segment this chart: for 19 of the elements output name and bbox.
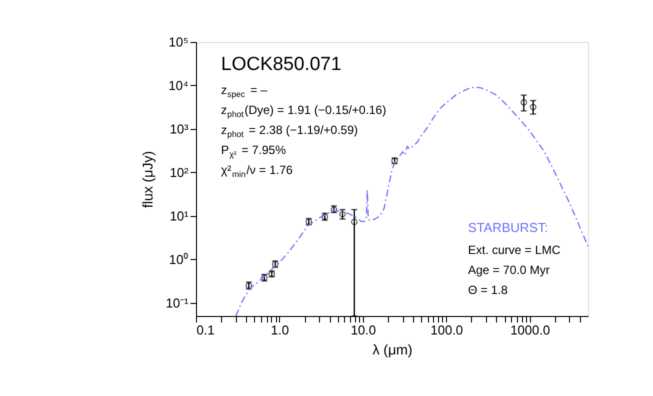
y-tick-label: 10³ bbox=[170, 121, 190, 136]
annotation: Θ = 1.8 bbox=[468, 283, 508, 297]
y-tick-label: 10⁴ bbox=[168, 78, 188, 93]
annotation: LOCK850.071 bbox=[221, 54, 342, 75]
annotation: Ext. curve = LMC bbox=[468, 243, 561, 257]
y-tick-label: 10⁰ bbox=[169, 252, 188, 267]
x-tick-label: 10.0 bbox=[350, 322, 376, 338]
y-tick-label: 10⁻¹ bbox=[166, 295, 190, 310]
y-tick-label: 10² bbox=[170, 164, 190, 180]
x-tick-label: 0.1 bbox=[196, 322, 215, 338]
y-tick-label: 10¹ bbox=[170, 208, 190, 224]
y-axis-title: flux (μJy) bbox=[140, 150, 156, 208]
x-axis-title: λ (μm) bbox=[372, 342, 412, 358]
x-tick-label: 1000.0 bbox=[510, 322, 550, 338]
annotation: Age = 70.0 Myr bbox=[468, 263, 550, 277]
x-tick-label: 100.0 bbox=[430, 322, 464, 338]
x-tick-label: 1.0 bbox=[270, 322, 289, 338]
y-tick-label: 10⁵ bbox=[168, 34, 188, 50]
text: STARBURST: bbox=[468, 220, 548, 235]
